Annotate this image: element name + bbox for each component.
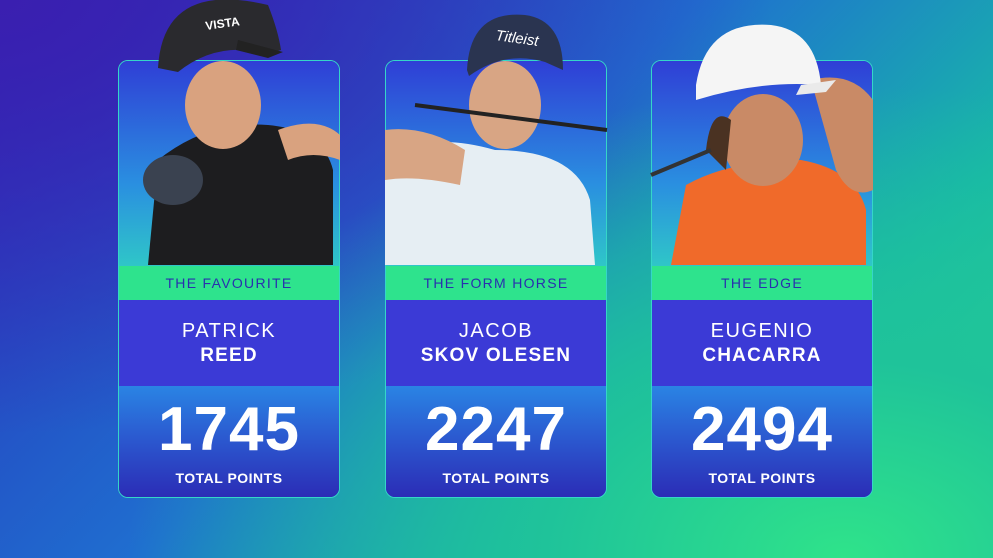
player-photo: Titleist [385, 14, 608, 265]
player-name: PATRICK REED [119, 300, 339, 386]
points-label: TOTAL POINTS [708, 470, 816, 486]
last-name: CHACARRA [702, 345, 822, 366]
last-name: SKOV OLESEN [420, 345, 572, 366]
card-tag: THE FAVOURITE [119, 266, 339, 300]
player-photo [650, 24, 873, 265]
points-block: 1745 TOTAL POINTS [119, 386, 339, 497]
points-block: 2247 TOTAL POINTS [386, 386, 606, 497]
last-name: REED [200, 345, 258, 366]
svg-text:VISTA: VISTA [204, 14, 240, 33]
player-card: THE FORM HORSE JACOB SKOV OLESEN 2247 TO… [385, 14, 608, 498]
player-card: THE EDGE EUGENIO CHACARRA 2494 TOTAL POI… [650, 24, 873, 498]
player-card: THE FAVOURITE PATRICK REED 1745 TOTAL PO… [118, 0, 340, 498]
card-tag: THE FORM HORSE [386, 266, 606, 300]
points: 2247 [425, 395, 567, 464]
first-name: JACOB [458, 320, 534, 342]
points-block: 2494 TOTAL POINTS [652, 386, 872, 497]
points-label: TOTAL POINTS [175, 470, 283, 486]
player-name: JACOB SKOV OLESEN [386, 300, 606, 386]
card-tag: THE EDGE [652, 266, 872, 300]
first-name: EUGENIO [710, 320, 814, 342]
player-photo: VISTA [143, 0, 340, 265]
points: 1745 [158, 395, 300, 464]
points: 2494 [691, 395, 833, 464]
player-name: EUGENIO CHACARRA [652, 300, 872, 386]
svg-text:Titleist: Titleist [494, 27, 540, 50]
first-name: PATRICK [181, 320, 277, 342]
points-label: TOTAL POINTS [442, 470, 550, 486]
